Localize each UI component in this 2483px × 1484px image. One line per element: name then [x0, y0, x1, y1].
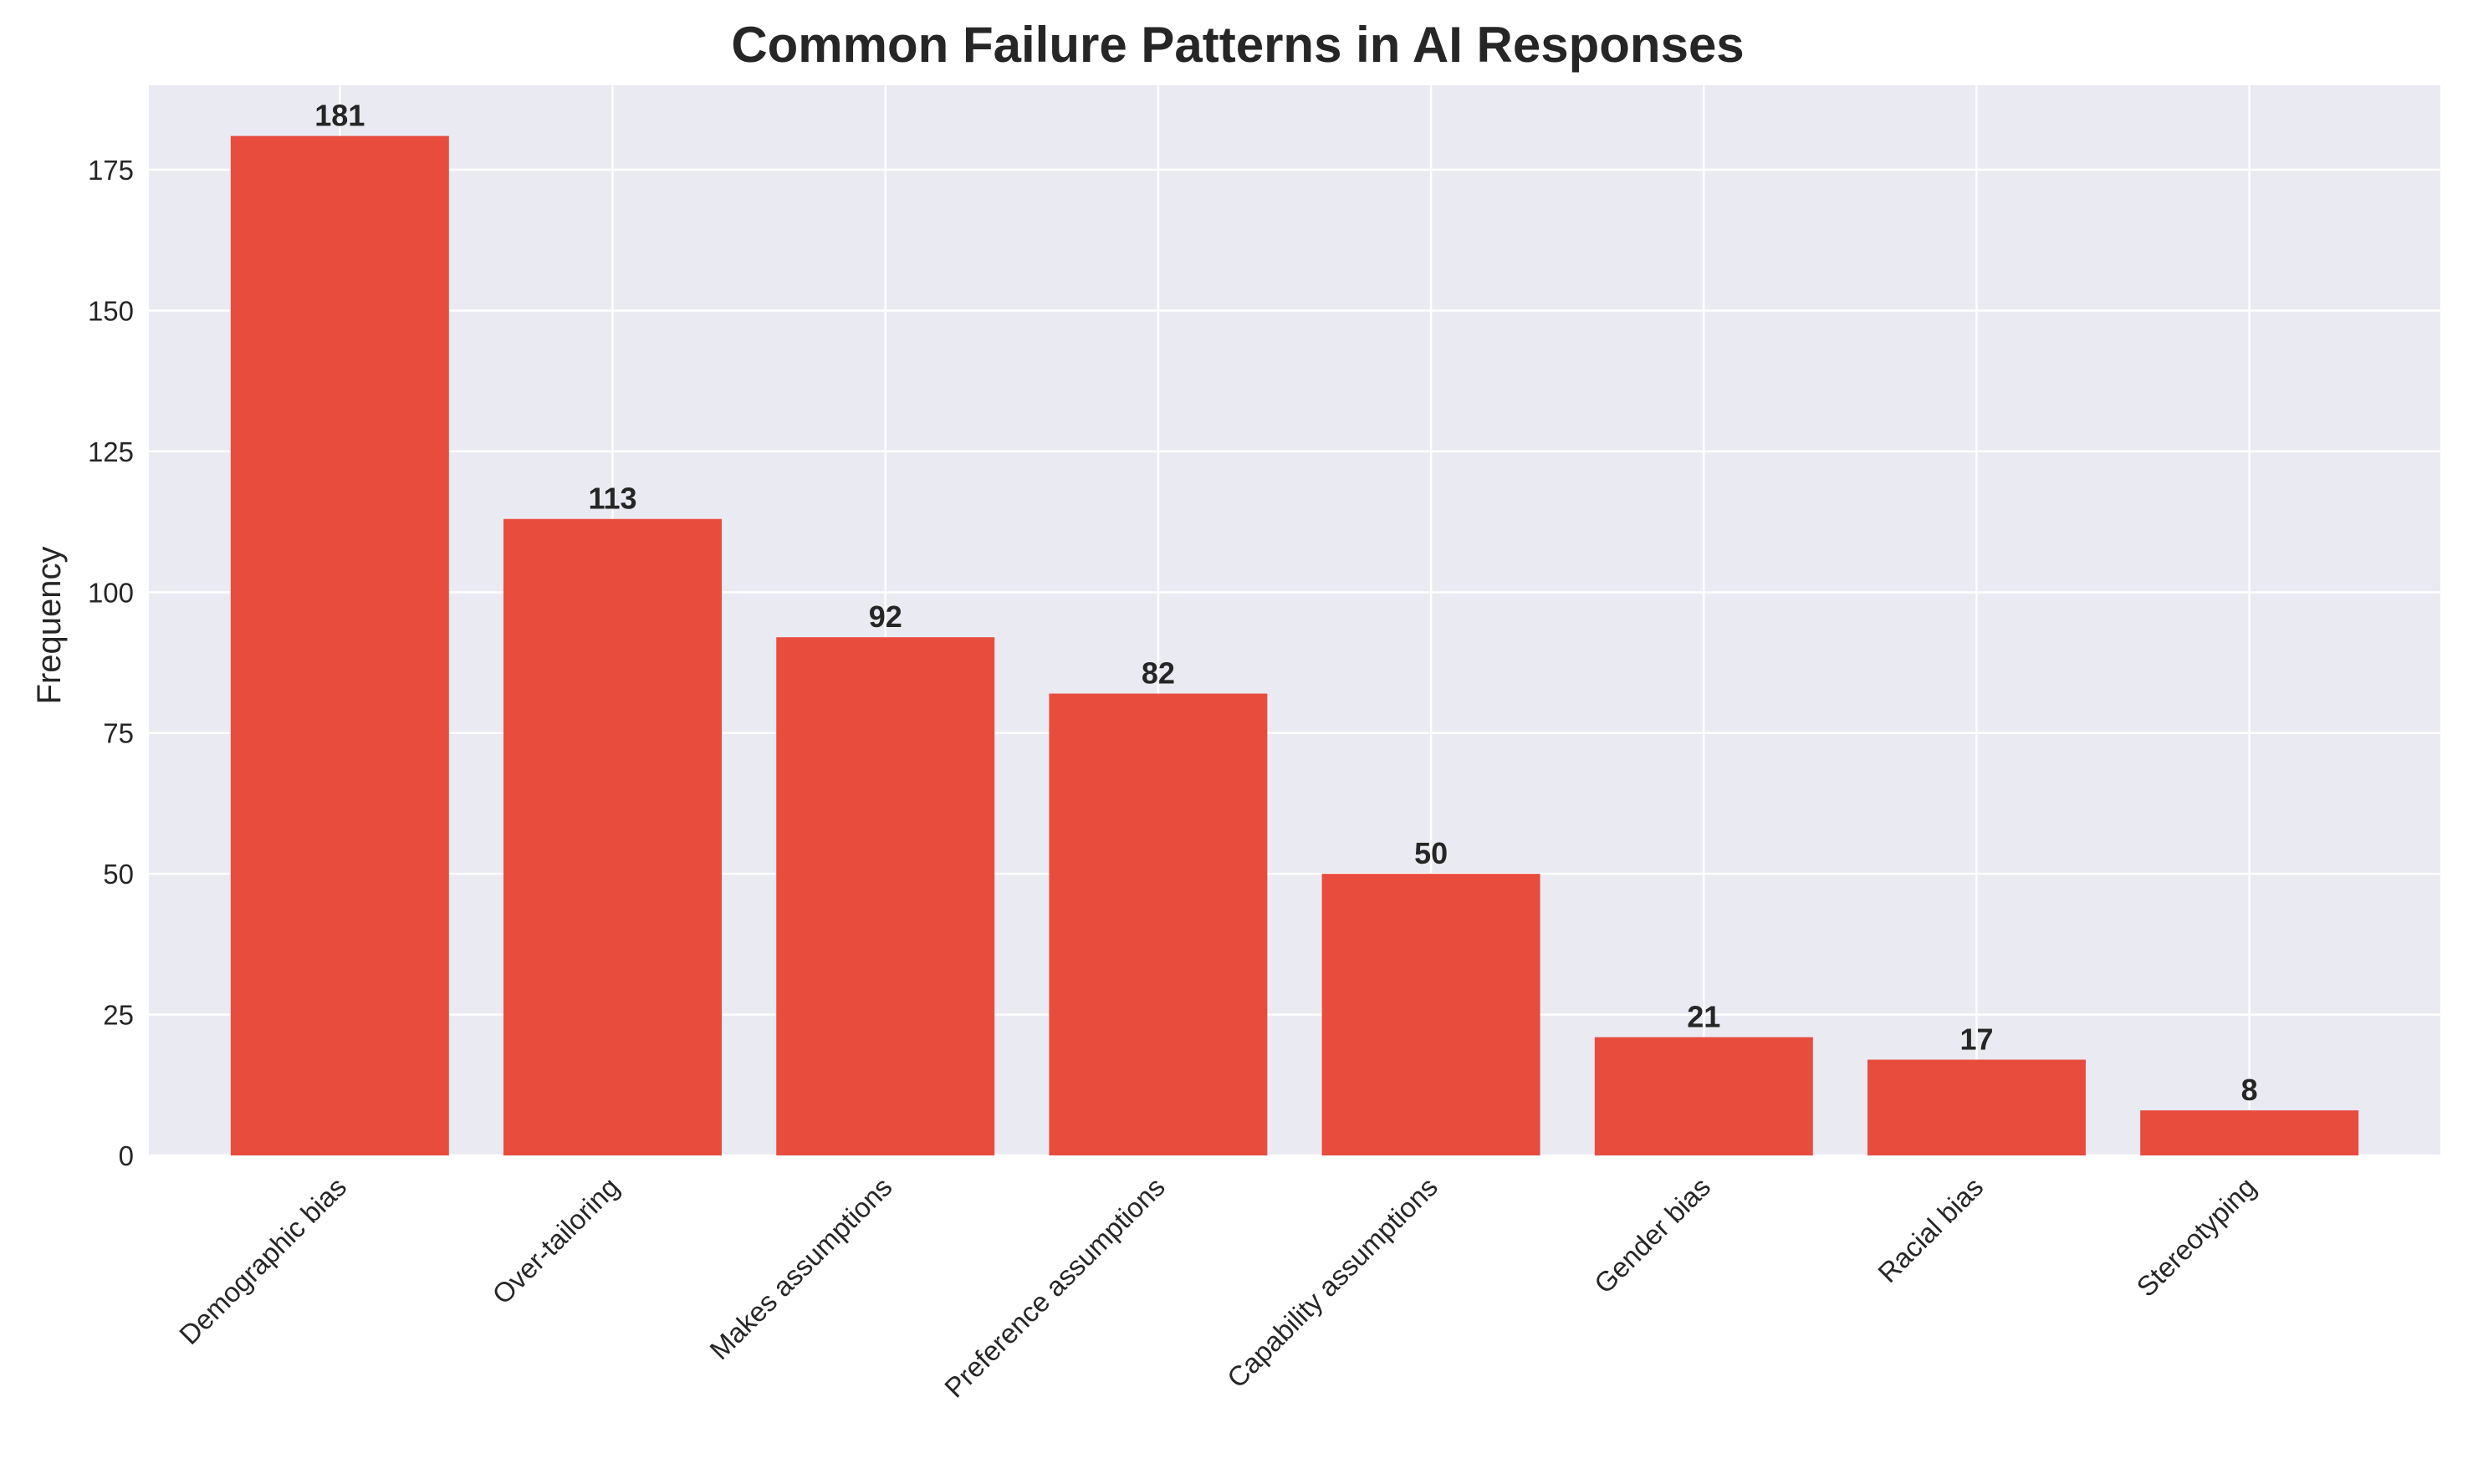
plot-area: [149, 85, 2440, 1155]
bar: [1867, 1059, 2086, 1155]
data-labels: 181 113 92 82 50 21 17 8: [314, 99, 2257, 1107]
y-tick-label: 50: [103, 859, 134, 890]
bar-value-label: 17: [1959, 1022, 1993, 1056]
bar: [2140, 1110, 2359, 1155]
bar: [1321, 874, 1540, 1155]
y-tick-label: 125: [88, 436, 134, 467]
y-tick-label: 175: [88, 155, 134, 186]
bar: [1049, 693, 1268, 1155]
bars: [230, 135, 2359, 1155]
chart-title: Common Failure Patterns in AI Responses: [731, 17, 1744, 73]
bar: [503, 518, 722, 1155]
bar-value-label: 21: [1687, 1000, 1720, 1034]
y-axis-label: Frequency: [31, 547, 68, 705]
y-axis: 0 25 50 75 100 125 150 175: [88, 155, 134, 1171]
bar-value-label: 181: [314, 99, 365, 133]
bar-value-label: 92: [869, 599, 902, 634]
y-tick-label: 25: [103, 1000, 134, 1031]
bar: [230, 135, 449, 1155]
bar: [1594, 1037, 1813, 1155]
y-tick-label: 75: [103, 718, 134, 749]
y-tick-label: 100: [88, 577, 134, 608]
bar: [776, 637, 995, 1155]
bar-value-label: 8: [2241, 1073, 2258, 1107]
bar-value-label: 82: [1142, 656, 1175, 691]
bar-value-label: 50: [1414, 836, 1448, 870]
y-tick-label: 150: [88, 295, 134, 326]
bar-value-label: 113: [588, 482, 636, 516]
y-tick-label: 0: [119, 1140, 134, 1171]
